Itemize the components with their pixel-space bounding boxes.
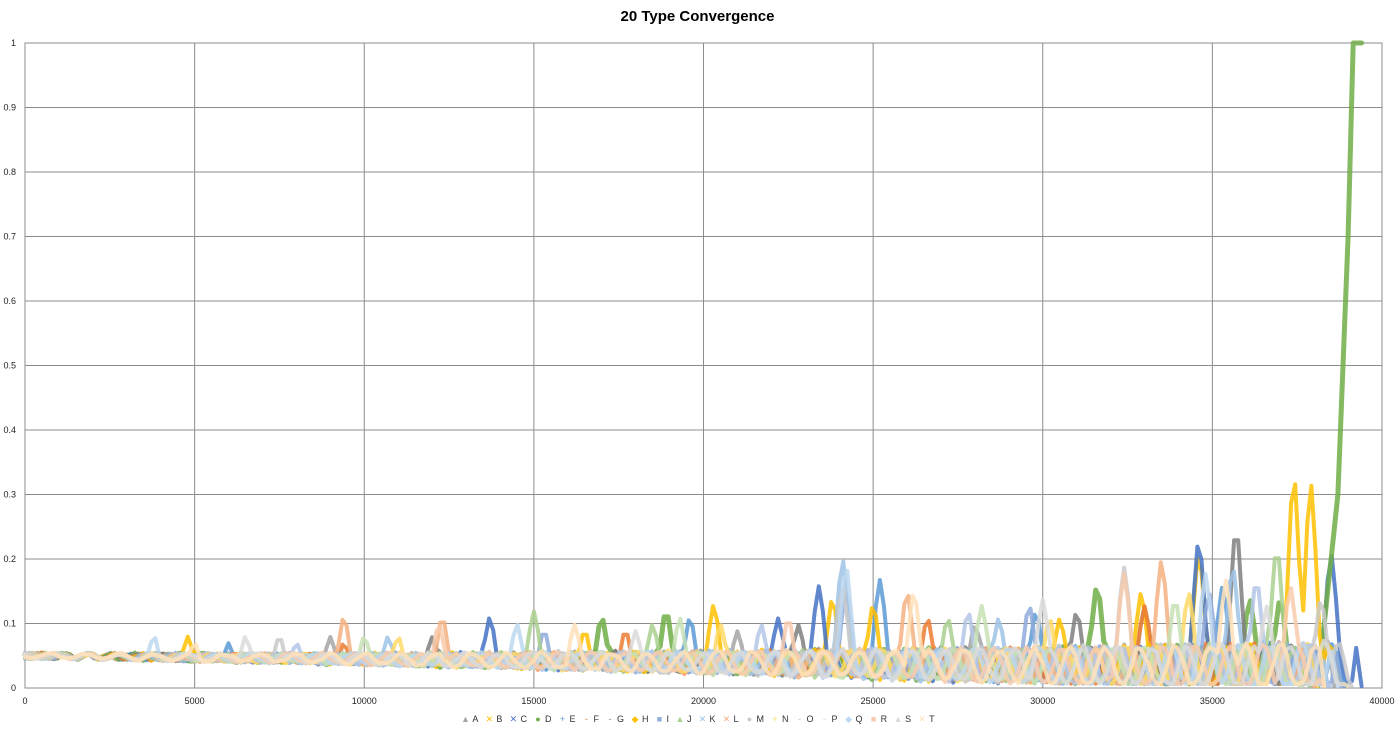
legend-label: F (593, 714, 599, 724)
legend-marker-icon: + (559, 714, 566, 724)
legend-item-d: ● D (533, 714, 552, 724)
legend-item-m: ● M (745, 714, 765, 724)
y-tick-label: 0.3 (3, 490, 16, 500)
y-tick-label: 0.1 (3, 619, 16, 629)
x-tick-label: 0 (22, 696, 27, 706)
legend-label: J (686, 714, 692, 724)
legend-label: A (472, 714, 479, 724)
legend-marker-icon: ◆ (631, 714, 639, 724)
legend-item-q: ◆ Q (844, 714, 863, 725)
legend-label: C (520, 714, 527, 724)
legend-item-p: -P (820, 714, 838, 724)
legend-item-h: ◆ H (630, 714, 649, 725)
legend-item-t: ✕ T (917, 714, 935, 725)
legend-marker-icon: - (584, 714, 588, 724)
legend-marker-icon: ■ (870, 714, 877, 724)
legend-item-k: ✕ K (697, 714, 716, 725)
legend-item-g: -G (605, 714, 624, 724)
legend-marker-icon: ● (535, 714, 541, 724)
series-line-s (23, 597, 1351, 689)
legend-marker-icon: ● (746, 714, 753, 724)
legend-label: E (569, 714, 576, 724)
legend-label: O (806, 714, 814, 724)
series-line-d (22, 40, 1365, 689)
legend-label: S (905, 714, 912, 724)
legend-label: I (666, 714, 669, 724)
legend: ▲ A ✕ B ✕ C ● D + E - F - G ◆ H ■ I ▲ J ✕ K ✕ L ● M + N - O - P ◆ Q ■ R ▲ S ✕ T (0, 714, 1395, 725)
legend-label: K (709, 714, 716, 724)
legend-item-e: + E (557, 714, 576, 724)
y-tick-label: 0.4 (3, 425, 16, 435)
legend-marker-icon: ✕ (722, 714, 731, 724)
legend-item-l: ✕ L (722, 714, 739, 725)
axis-ticks: 0 5000 10000 15000 20000 25000 30000 35000 40000… (3, 38, 1394, 706)
legend-marker-icon: ✕ (485, 714, 494, 724)
legend-label: B (496, 714, 503, 724)
legend-label: T (929, 714, 935, 724)
x-tick-label: 30000 (1030, 696, 1055, 706)
chart-title: 20 Type Convergence (620, 8, 775, 25)
legend-label: D (544, 714, 552, 724)
y-tick-label: 0.8 (3, 167, 16, 177)
x-tick-label: 20000 (691, 696, 716, 706)
x-tick-label: 15000 (521, 696, 546, 706)
legend-marker-icon: ✕ (918, 714, 926, 724)
legend-item-c: ✕ C (508, 714, 527, 725)
legend-item-i: ■ I (654, 714, 669, 724)
legend-label: Q (855, 714, 863, 724)
legend-marker-icon: ✕ (509, 714, 518, 724)
series-line-t (23, 578, 1327, 689)
legend-marker-icon: ▲ (675, 714, 685, 724)
legend-label: R (880, 714, 888, 724)
grid-lines (24, 42, 1383, 689)
x-tick-label: 25000 (861, 696, 886, 706)
x-tick-label: 10000 (352, 696, 377, 706)
legend-label: N (782, 714, 789, 724)
legend-marker-icon: ▲ (460, 714, 470, 724)
x-tick-label: 40000 (1369, 696, 1394, 706)
x-tick-label: 5000 (185, 696, 205, 706)
legend-label: P (831, 714, 838, 724)
legend-item-s: ▲ S (893, 714, 911, 724)
legend-item-b: ✕ B (484, 714, 503, 725)
legend-marker-icon: + (772, 714, 778, 724)
legend-item-n: + N (770, 714, 789, 724)
legend-marker-icon: - (798, 714, 802, 724)
legend-marker-icon: ■ (656, 714, 663, 724)
legend-marker-icon: - (823, 714, 827, 724)
y-tick-label: 0.5 (3, 361, 16, 371)
y-tick-label: 1 (11, 38, 16, 48)
legend-item-a: ▲ A (460, 714, 478, 724)
y-tick-label: 0 (11, 683, 16, 693)
y-tick-label: 0.2 (3, 554, 16, 564)
y-tick-label: 0.6 (3, 296, 16, 306)
legend-label: M (756, 714, 765, 724)
y-tick-label: 0.9 (3, 103, 16, 113)
series-lines (22, 40, 1365, 689)
legend-item-r: ■ R (869, 714, 888, 724)
y-tick-label: 0.7 (3, 232, 16, 242)
legend-label: H (641, 714, 649, 724)
legend-marker-icon: ✕ (698, 714, 707, 724)
legend-item-j: ▲ J (675, 714, 692, 724)
legend-label: L (733, 714, 739, 724)
legend-marker-icon: ◆ (845, 714, 852, 724)
legend-item-f: -F (581, 714, 599, 724)
legend-item-o: -O (795, 714, 814, 724)
legend-marker-icon: - (608, 714, 612, 724)
x-tick-label: 35000 (1200, 696, 1225, 706)
legend-marker-icon: ▲ (893, 714, 903, 724)
legend-label: G (616, 714, 624, 724)
